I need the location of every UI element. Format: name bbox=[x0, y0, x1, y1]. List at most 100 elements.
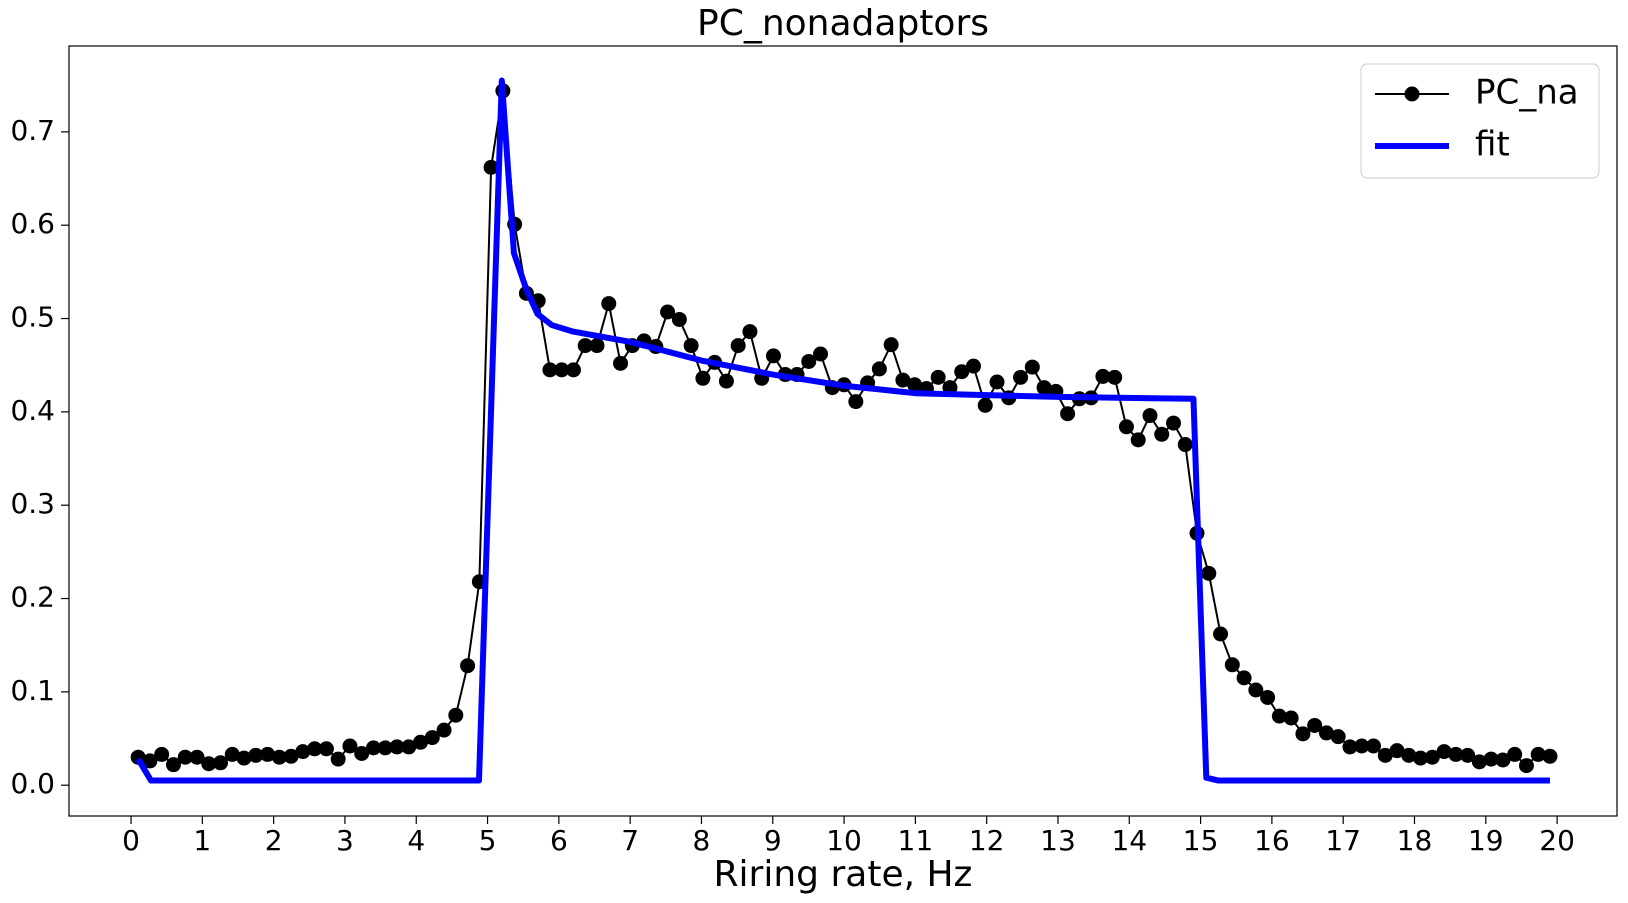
y-tick-label: 0.1 bbox=[10, 674, 55, 707]
data-point bbox=[589, 338, 605, 354]
data-point bbox=[436, 722, 452, 738]
y-tick-label: 0.7 bbox=[10, 114, 55, 147]
data-point bbox=[283, 748, 299, 764]
data-point bbox=[154, 746, 170, 762]
data-point bbox=[1095, 368, 1111, 384]
data-point bbox=[1307, 717, 1323, 733]
data-point bbox=[1236, 670, 1252, 686]
data-point bbox=[165, 757, 181, 773]
data-point bbox=[954, 364, 970, 380]
x-tick-label: 20 bbox=[1539, 824, 1575, 857]
data-point bbox=[907, 377, 923, 393]
data-point bbox=[1295, 726, 1311, 742]
legend-box bbox=[1360, 63, 1600, 179]
x-tick-label: 4 bbox=[407, 824, 425, 857]
data-point bbox=[977, 397, 993, 413]
data-point bbox=[1213, 626, 1229, 642]
data-point bbox=[142, 753, 158, 769]
data-point bbox=[260, 746, 276, 762]
data-point bbox=[1318, 725, 1334, 741]
x-tick-label: 17 bbox=[1325, 824, 1361, 857]
data-point bbox=[1224, 657, 1240, 673]
data-point bbox=[236, 750, 252, 766]
data-point bbox=[1401, 747, 1417, 763]
series-line bbox=[135, 77, 1550, 784]
data-point bbox=[213, 755, 229, 771]
data-point bbox=[848, 394, 864, 410]
data-point bbox=[1107, 369, 1123, 385]
data-point bbox=[1201, 565, 1217, 581]
x-tick-label: 7 bbox=[621, 824, 639, 857]
data-point bbox=[401, 739, 417, 755]
data-point bbox=[1542, 748, 1558, 764]
data-point bbox=[1165, 415, 1181, 431]
x-tick-label: 3 bbox=[336, 824, 354, 857]
data-point bbox=[695, 370, 711, 386]
data-point bbox=[413, 734, 429, 750]
x-tick-label: 5 bbox=[479, 824, 497, 857]
data-point bbox=[1036, 380, 1052, 396]
x-tick-label: 19 bbox=[1468, 824, 1504, 857]
data-point bbox=[671, 311, 687, 327]
data-point bbox=[354, 745, 370, 761]
data-point bbox=[542, 362, 558, 378]
data-point bbox=[1154, 426, 1170, 442]
data-point bbox=[1177, 437, 1193, 453]
x-tick-label: 13 bbox=[1040, 824, 1076, 857]
data-point bbox=[895, 372, 911, 388]
data-point bbox=[1260, 689, 1276, 705]
data-point bbox=[1060, 406, 1076, 422]
x-tick-label: 0 bbox=[122, 824, 140, 857]
data-point bbox=[577, 338, 593, 354]
data-point bbox=[1424, 749, 1440, 765]
x-tick-label: 1 bbox=[193, 824, 211, 857]
data-point bbox=[177, 749, 193, 765]
data-point bbox=[554, 362, 570, 378]
data-point bbox=[1448, 746, 1464, 762]
y-tick-label: 0.5 bbox=[10, 301, 55, 334]
legend-label: fit bbox=[1475, 125, 1510, 165]
data-point bbox=[1013, 369, 1029, 385]
y-tick-label: 0.6 bbox=[10, 207, 55, 240]
data-point bbox=[1271, 708, 1287, 724]
data-point bbox=[718, 373, 734, 389]
data-point bbox=[930, 369, 946, 385]
data-point bbox=[330, 751, 346, 767]
data-point bbox=[1118, 419, 1134, 435]
data-point bbox=[565, 362, 581, 378]
data-point bbox=[342, 738, 358, 754]
legend-label: PC_na bbox=[1475, 73, 1579, 113]
data-point bbox=[871, 361, 887, 377]
data-point bbox=[224, 746, 240, 762]
data-point bbox=[1354, 738, 1370, 754]
data-point bbox=[613, 355, 629, 371]
data-point bbox=[1342, 739, 1358, 755]
data-point bbox=[1471, 754, 1487, 770]
data-point bbox=[813, 346, 829, 362]
data-point bbox=[765, 348, 781, 364]
data-point bbox=[1495, 752, 1511, 768]
data-point bbox=[683, 338, 699, 354]
data-point bbox=[318, 741, 334, 757]
data-point bbox=[1389, 743, 1405, 759]
x-tick-label: 6 bbox=[550, 824, 568, 857]
x-tick-label: 14 bbox=[1111, 824, 1147, 857]
data-point bbox=[742, 324, 758, 340]
data-point bbox=[307, 741, 323, 757]
data-point bbox=[965, 358, 981, 374]
data-point bbox=[295, 744, 311, 760]
data-point bbox=[1283, 710, 1299, 726]
data-point bbox=[1365, 738, 1381, 754]
data-point bbox=[201, 756, 217, 772]
data-point bbox=[1518, 758, 1534, 774]
data-point bbox=[389, 739, 405, 755]
data-point bbox=[1377, 747, 1393, 763]
data-point bbox=[1024, 359, 1040, 375]
data-point bbox=[1330, 729, 1346, 745]
x-tick-label: 15 bbox=[1183, 824, 1219, 857]
data-point bbox=[248, 747, 264, 763]
data-point bbox=[730, 338, 746, 354]
x-tick-label: 9 bbox=[764, 824, 782, 857]
